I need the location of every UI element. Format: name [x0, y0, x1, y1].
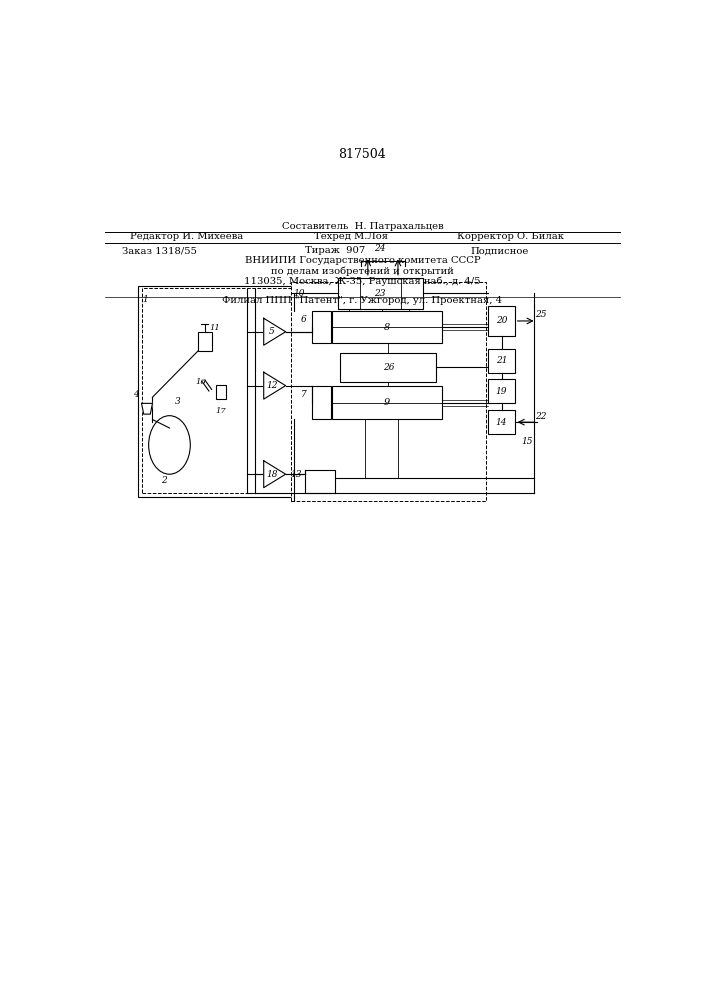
Text: 12: 12	[267, 381, 278, 390]
Bar	[305, 470, 335, 493]
Text: 22: 22	[535, 412, 547, 421]
Bar	[138, 286, 294, 497]
Text: Техред М.Лоя: Техред М.Лоя	[315, 232, 388, 241]
Text: 7: 7	[301, 390, 307, 399]
Text: 21: 21	[496, 356, 507, 365]
Text: 25: 25	[535, 310, 547, 319]
Bar	[332, 386, 442, 419]
Text: 18: 18	[267, 470, 278, 479]
Bar	[489, 410, 515, 434]
Bar	[332, 311, 442, 343]
Bar	[489, 306, 515, 336]
Text: 20: 20	[496, 316, 507, 325]
Text: 113035, Москва, Ж-35, Раушская наб., д. 4/5: 113035, Москва, Ж-35, Раушская наб., д. …	[244, 276, 481, 286]
Text: 26: 26	[382, 363, 394, 372]
Text: 5: 5	[269, 327, 275, 336]
Text: 3: 3	[175, 397, 180, 406]
Bar	[489, 349, 515, 373]
Text: 2: 2	[161, 476, 167, 485]
Text: Подписное: Подписное	[470, 246, 529, 255]
Text: 16: 16	[195, 378, 206, 386]
Bar	[312, 311, 331, 343]
Text: 8: 8	[384, 323, 390, 332]
Text: Редактор И. Михеева: Редактор И. Михеева	[130, 232, 244, 241]
Bar	[141, 288, 292, 493]
Text: 817504: 817504	[339, 148, 386, 161]
Text: 19: 19	[496, 387, 507, 396]
Text: 11: 11	[209, 324, 220, 332]
Text: Заказ 1318/55: Заказ 1318/55	[122, 246, 197, 255]
Text: 17: 17	[216, 407, 226, 415]
Text: 24: 24	[375, 244, 386, 253]
Text: по делам изобретений и открытий: по делам изобретений и открытий	[271, 266, 454, 276]
Text: 4: 4	[133, 390, 139, 399]
Bar	[489, 379, 515, 403]
Text: Корректор О. Билак: Корректор О. Билак	[457, 232, 563, 241]
Text: 6: 6	[301, 315, 307, 324]
Polygon shape	[264, 461, 286, 488]
Text: 23: 23	[375, 289, 386, 298]
Text: Тираж  907: Тираж 907	[305, 246, 365, 255]
Text: Филиал ППП "Патент", г. Ужгород, ул. Проектная, 4: Филиал ППП "Патент", г. Ужгород, ул. Про…	[222, 296, 503, 305]
Text: 15: 15	[521, 437, 532, 446]
Polygon shape	[264, 318, 286, 345]
Bar	[216, 385, 226, 399]
Bar	[338, 278, 423, 309]
Bar	[312, 386, 331, 419]
Text: 1: 1	[142, 295, 148, 304]
Polygon shape	[264, 372, 286, 399]
Bar	[291, 282, 486, 501]
Text: 14: 14	[496, 418, 507, 427]
Text: 9: 9	[384, 398, 390, 407]
Bar	[341, 353, 436, 382]
Text: ВНИИПИ Государственного комитета СССР: ВНИИПИ Государственного комитета СССР	[245, 256, 480, 265]
Bar	[198, 332, 211, 351]
Text: 13: 13	[291, 470, 303, 479]
Text: Составитель  Н. Патрахальцев: Составитель Н. Патрахальцев	[281, 222, 443, 231]
Text: 10: 10	[294, 289, 305, 298]
Polygon shape	[141, 403, 153, 414]
